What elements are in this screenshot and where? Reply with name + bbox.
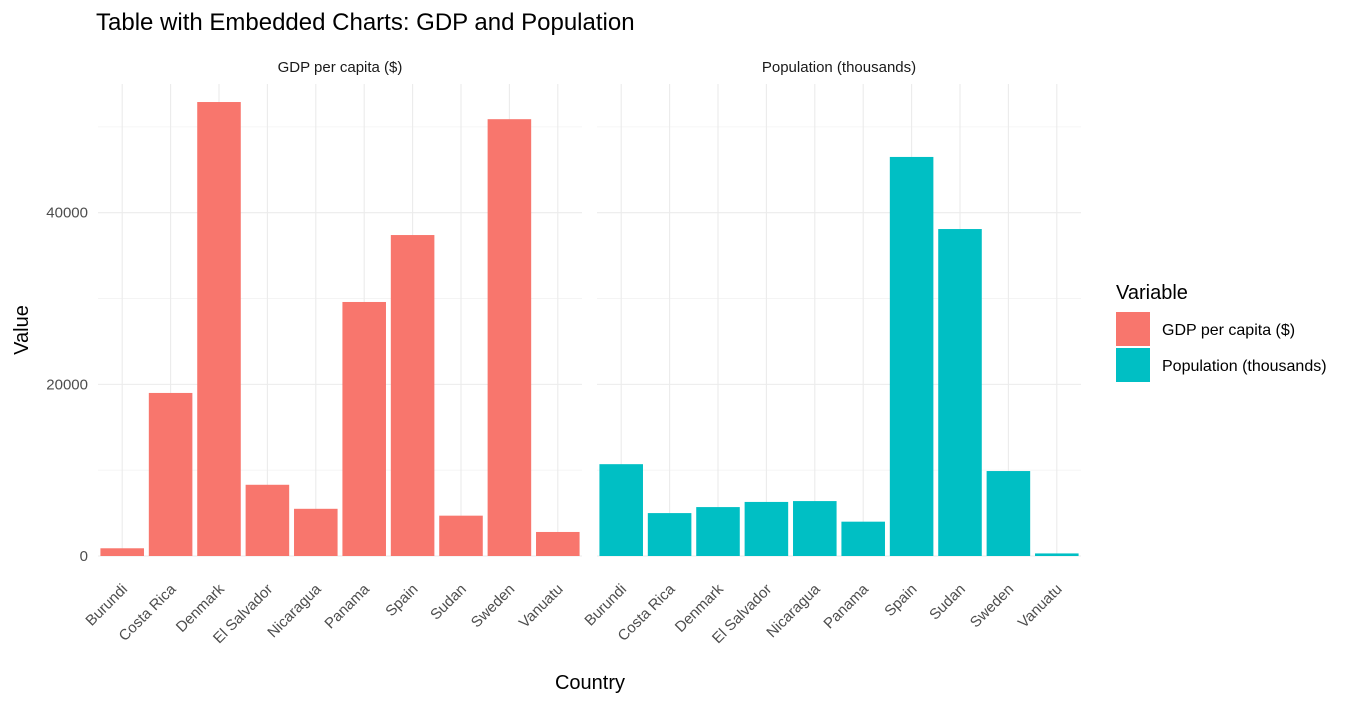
x-tick-label: Sudan — [926, 581, 969, 624]
x-tick-label: Sweden — [468, 581, 518, 631]
x-tick-label: Vanuatu — [516, 581, 567, 632]
bar-nicaragua — [294, 508, 338, 556]
y-tick-label: 20000 — [46, 376, 88, 393]
bar-vanuatu — [536, 531, 580, 556]
bar-denmark — [197, 102, 241, 556]
bar-costa-rica — [647, 513, 692, 556]
bar-burundi — [599, 464, 643, 556]
bar-burundi — [100, 548, 144, 556]
x-axis-title: Country — [555, 672, 625, 694]
bar-panama — [841, 521, 885, 556]
x-tick-label: Panama — [321, 580, 373, 632]
panel-strip-label: GDP per capita ($) — [278, 59, 403, 76]
x-tick-label: Burundi — [82, 581, 131, 630]
legend-label: GDP per capita ($) — [1162, 322, 1295, 339]
bar-spain — [889, 156, 934, 557]
legend-swatch — [1116, 312, 1150, 346]
legend-title: Variable — [1116, 282, 1188, 304]
x-tick-label: Nicaragua — [763, 580, 824, 641]
bar-panama — [342, 301, 386, 556]
bar-denmark — [696, 507, 740, 556]
x-tick-label: Panama — [820, 580, 872, 632]
legend-items: GDP per capita ($) Population (thousands) — [1116, 312, 1327, 382]
bar-vanuatu — [1035, 553, 1079, 556]
panel-strip-label: Population (thousands) — [762, 59, 916, 76]
legend: Variable GDP per capita ($) Population (t… — [1116, 282, 1327, 382]
bar-sweden — [986, 471, 1031, 556]
x-tick-label: Sudan — [427, 581, 470, 624]
bar-sudan — [439, 515, 483, 556]
bar-spain — [390, 235, 435, 557]
x-tick-label: Spain — [382, 581, 421, 620]
legend-label: Population (thousands) — [1162, 358, 1327, 375]
y-tick-label: 40000 — [46, 205, 88, 222]
y-tick-label: 0 — [80, 548, 88, 565]
y-axis-title: Value — [11, 305, 33, 355]
x-tick-label: Burundi — [581, 581, 630, 630]
x-tick-label: Sweden — [967, 581, 1017, 631]
x-tick-label: Nicaragua — [264, 580, 325, 641]
chart-title: Table with Embedded Charts: GDP and Popu… — [96, 9, 635, 36]
bar-el-salvador — [744, 501, 789, 556]
bar-nicaragua — [793, 501, 837, 556]
bar-sweden — [487, 119, 532, 556]
bar-el-salvador — [245, 484, 290, 556]
legend-swatch — [1116, 348, 1150, 382]
y-axis-ticks: 0 20000 40000 — [46, 205, 88, 565]
x-tick-label: Vanuatu — [1015, 581, 1066, 632]
bar-sudan — [938, 229, 982, 557]
x-tick-label: Spain — [881, 581, 920, 620]
bar-costa-rica — [148, 392, 193, 556]
